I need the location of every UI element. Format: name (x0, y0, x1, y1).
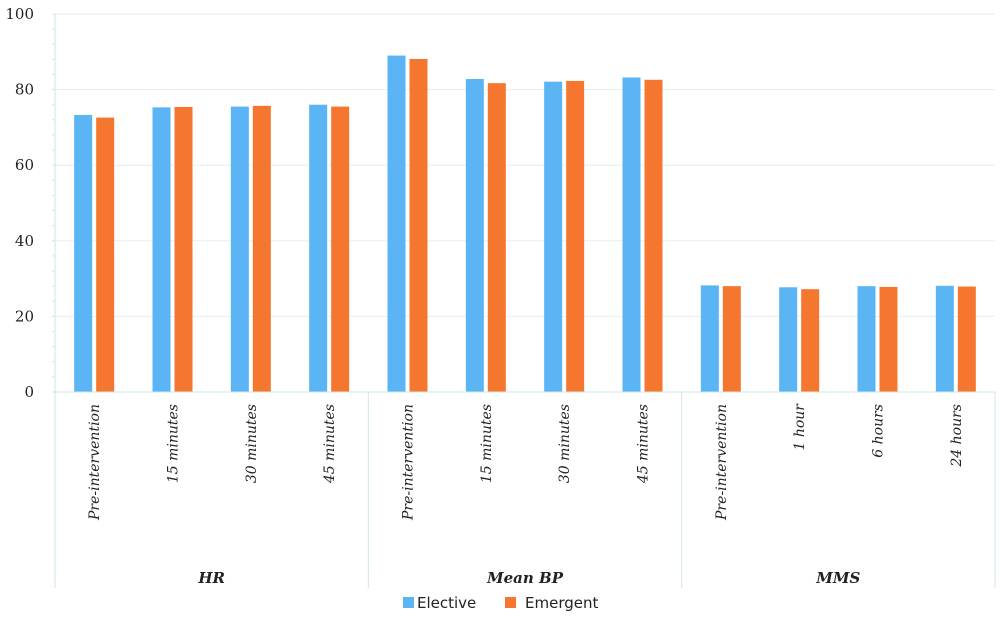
bar-emergent (957, 286, 976, 392)
x-tick-label: 45 minutes (322, 404, 338, 484)
x-tick-label: 15 minutes (479, 404, 495, 483)
bar-emergent (331, 106, 350, 393)
x-tick-label: Pre-intervention (714, 404, 730, 521)
bar-elective (544, 81, 563, 393)
bar-elective (779, 287, 798, 392)
x-tick-label: 30 minutes (244, 404, 260, 483)
x-tick-label: 1 hour (792, 403, 808, 451)
legend-swatch-elective (403, 597, 414, 608)
bar-emergent (566, 80, 585, 392)
legend-label-emergent: Emergent (525, 594, 598, 612)
bar-elective (230, 106, 249, 393)
bar-emergent (252, 105, 271, 392)
group-label: HR (197, 569, 225, 587)
y-tick-label: 20 (15, 307, 34, 325)
bar-emergent (174, 106, 193, 392)
y-tick-label: 60 (15, 156, 34, 174)
legend: Elective Emergent (403, 594, 598, 612)
x-axis: Pre-intervention 15 minutes 30 minutes 45 m… (54, 391, 996, 588)
legend-label-elective: Elective (417, 594, 476, 612)
bar-emergent (644, 79, 663, 392)
x-tick-label: 24 hours (949, 404, 965, 468)
gridlines (55, 13, 995, 317)
x-tick-label: 30 minutes (557, 404, 573, 483)
y-axis: 0 20 40 60 80 100 (5, 5, 56, 401)
bar-emergent (409, 58, 428, 393)
legend-swatch-emergent (505, 597, 516, 608)
x-tick-label: 45 minutes (636, 404, 652, 484)
x-tick-label: 15 minutes (166, 404, 182, 483)
bar-emergent (801, 289, 820, 392)
bar-elective (152, 107, 171, 392)
bar-elective (857, 286, 876, 392)
y-tick-label: 80 (15, 81, 34, 99)
bar-emergent (722, 286, 741, 392)
bar-elective (309, 104, 328, 392)
bar-elective (74, 114, 93, 393)
y-tick-label: 100 (5, 5, 34, 23)
x-tick-label: Pre-intervention (87, 404, 103, 521)
bar-elective (935, 285, 954, 392)
bars (74, 55, 976, 393)
bar-elective (465, 79, 484, 393)
x-tick-label: Pre-intervention (401, 404, 417, 521)
y-tick-label: 40 (15, 232, 34, 250)
group-label: MMS (815, 569, 860, 587)
bar-emergent (96, 117, 115, 393)
bar-elective (622, 77, 641, 392)
bar-emergent (487, 83, 506, 392)
y-tick-label: 0 (24, 383, 34, 401)
x-tick-label: 6 hours (871, 404, 887, 458)
bar-elective (387, 55, 406, 393)
bar-emergent (879, 286, 898, 392)
group-label: Mean BP (486, 569, 564, 587)
bar-elective (700, 285, 719, 392)
